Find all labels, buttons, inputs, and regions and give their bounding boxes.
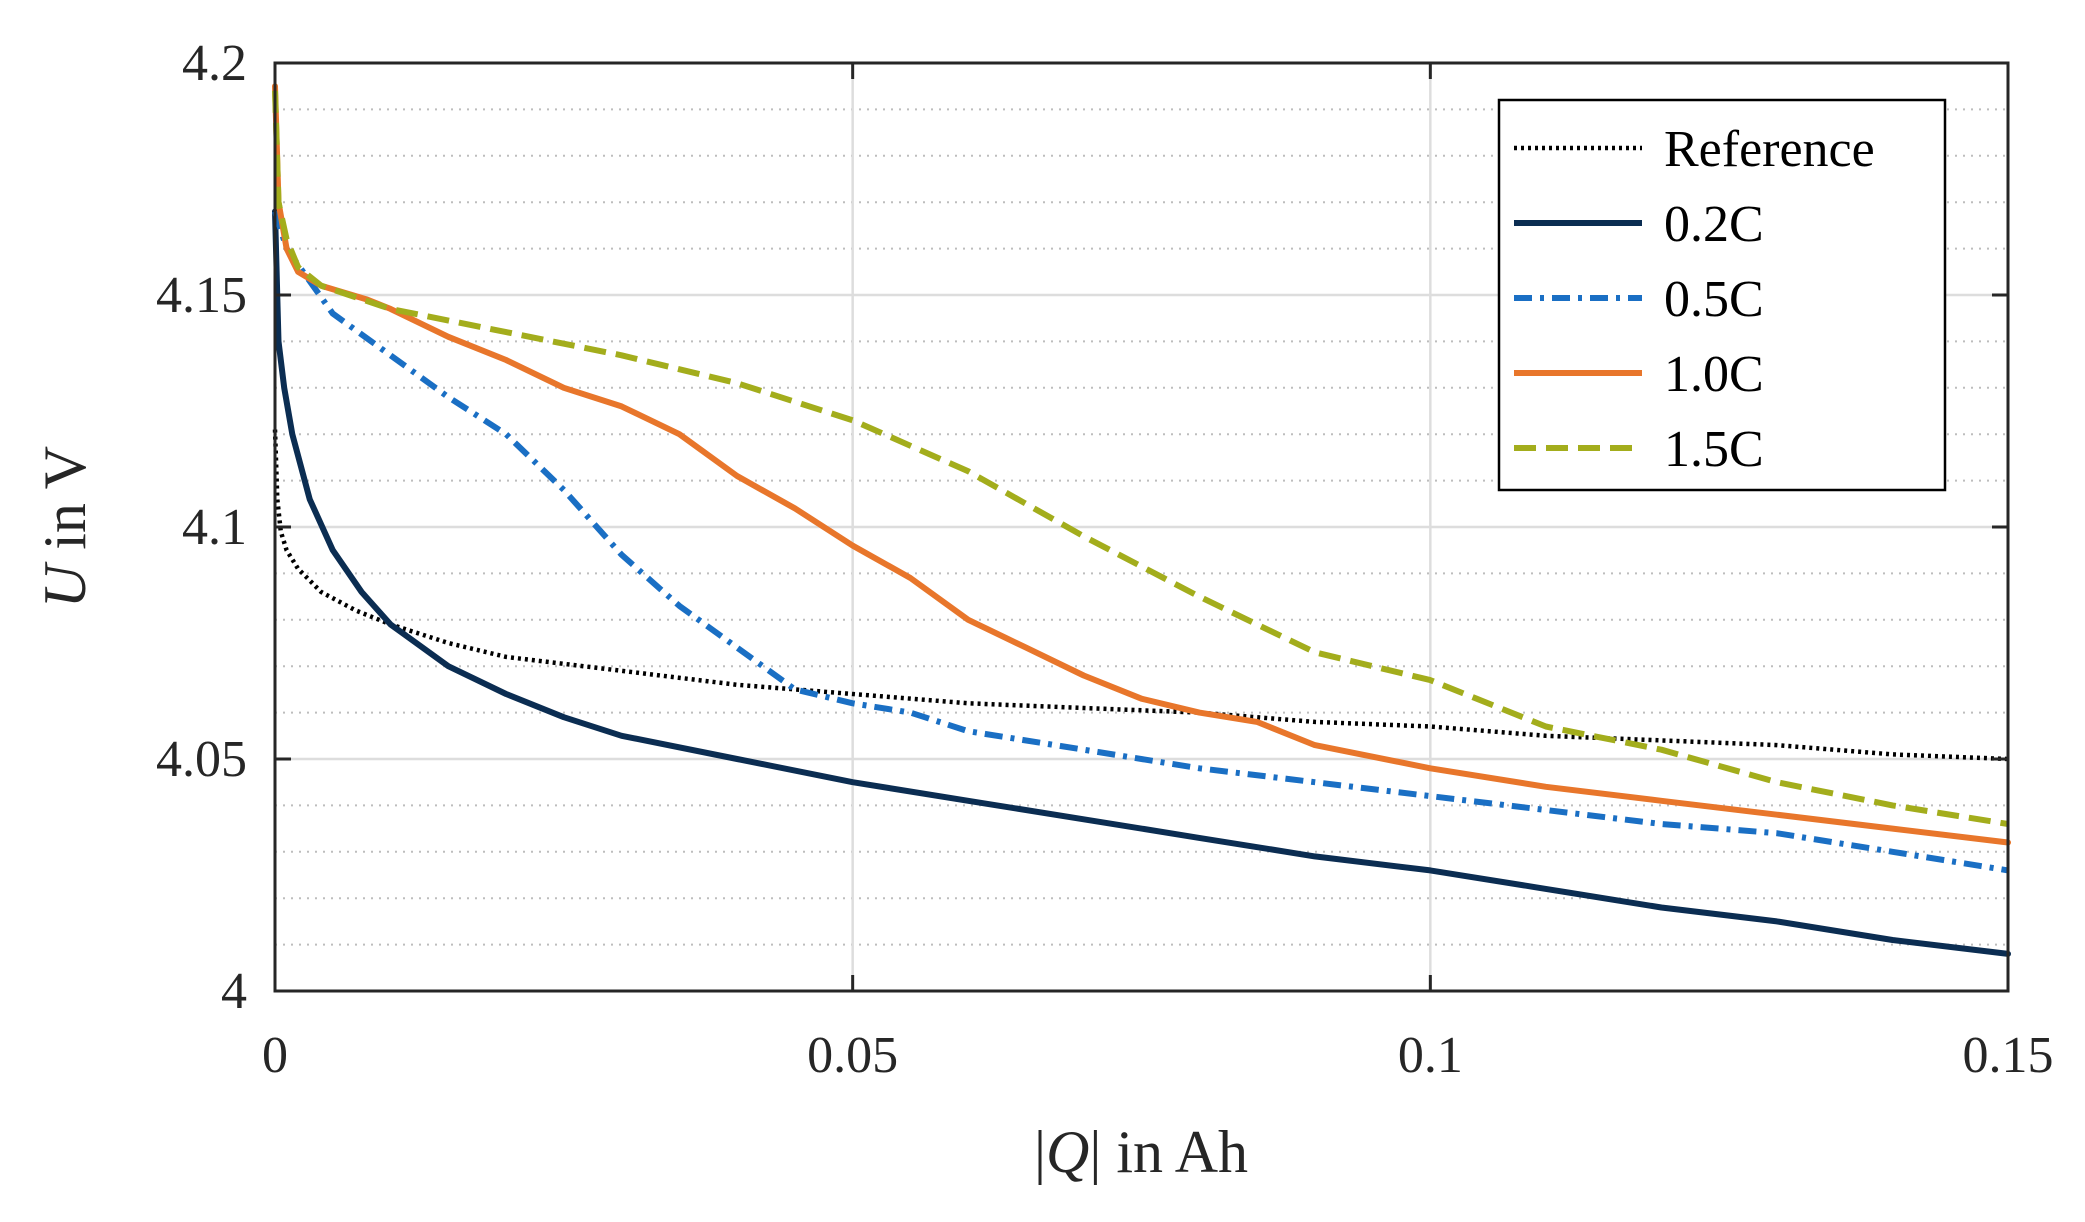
- legend-box: [1497, 98, 1947, 492]
- legend-entries: Reference 0.2C 0.5C 1.0C 1.5C: [1514, 121, 1875, 478]
- series-line-1-5c: [272, 90, 2009, 827]
- x-axis-label: |Q| in Ah: [1034, 1119, 1248, 1185]
- y-tick-label: 4: [221, 963, 247, 1020]
- y-tick-label: 4.05: [156, 731, 247, 788]
- x-axis-label-var: Q: [1046, 1119, 1089, 1185]
- y-tick-label: 4.1: [182, 499, 247, 556]
- y-tick-label: 4.15: [156, 267, 247, 324]
- legend-label: 1.0C: [1664, 346, 1764, 403]
- y-axis-label: U in V: [32, 446, 98, 608]
- tick-marks: [273, 61, 2010, 993]
- x-tick-label: 0.1: [1398, 1027, 1463, 1084]
- y-axis-label-var: U: [32, 561, 98, 608]
- x-tick-label: 0.15: [1963, 1027, 2054, 1084]
- legend-label: 1.5C: [1664, 421, 1764, 478]
- x-tick-labels: 0 0.05 0.1 0.15: [262, 1027, 2054, 1084]
- x-axis-label-pre: |: [1034, 1119, 1046, 1185]
- legend-label: 0.2C: [1664, 196, 1764, 253]
- x-tick-label: 0: [262, 1027, 288, 1084]
- series-line-0-2c: [272, 208, 2011, 957]
- legend: Reference 0.2C 0.5C 1.0C 1.5C: [1497, 98, 1947, 492]
- series-group: [272, 83, 2011, 957]
- legend-label: Reference: [1664, 121, 1875, 178]
- legend-label: 0.5C: [1664, 271, 1764, 328]
- x-axis-label-post: | in Ah: [1089, 1119, 1248, 1185]
- series-line-0-5c: [272, 210, 2009, 874]
- x-tick-label: 0.05: [807, 1027, 898, 1084]
- y-axis-label-post: in V: [32, 446, 98, 565]
- y-tick-label: 4.2: [182, 35, 247, 92]
- y-tick-labels: 4 4.05 4.1 4.15 4.2: [156, 35, 247, 1020]
